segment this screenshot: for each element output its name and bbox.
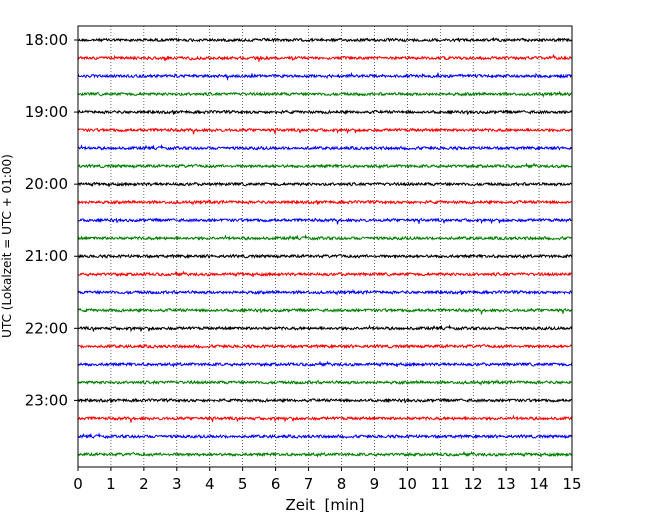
trace-2145: [77, 307, 573, 315]
trace-2000: [77, 181, 573, 187]
y-axis-ticks: 18:00 19:00 20:00 21:00 22:00 23:00: [25, 31, 78, 409]
y-tick-label: 21:00: [25, 247, 68, 265]
x-tick-label: 12: [464, 475, 483, 493]
x-tick-label: 11: [431, 475, 450, 493]
x-tick-label: 5: [238, 475, 248, 493]
trace-2215: [77, 343, 573, 349]
trace-2045: [77, 233, 573, 241]
trace-2100: [77, 253, 573, 260]
seismogram-traces: [77, 37, 573, 458]
x-tick-label: 14: [530, 475, 549, 493]
x-tick-label: 8: [337, 475, 347, 493]
y-tick-label: 20:00: [25, 175, 68, 193]
trace-2130: [77, 288, 573, 296]
x-tick-label: 3: [172, 475, 182, 493]
x-tick-label: 10: [398, 475, 417, 493]
x-axis-ticks: 0 1 2 3 4 5 6 7 8 9 10 11 12 13 14 15: [73, 467, 582, 493]
y-tick-label: 18:00: [25, 31, 68, 49]
trace-2245: [77, 378, 573, 387]
trace-2345: [77, 450, 573, 458]
trace-1800: [77, 37, 573, 44]
trace-2030: [77, 217, 573, 225]
plot-frame: [77, 25, 573, 468]
x-tick-label: 2: [139, 475, 149, 493]
trace-1900: [77, 109, 573, 115]
trace-1815: [77, 54, 573, 62]
y-tick-label: 19:00: [25, 103, 68, 121]
x-tick-label: 6: [271, 475, 281, 493]
trace-2300: [77, 397, 573, 404]
x-tick-label: 1: [106, 475, 116, 493]
trace-1915: [77, 127, 573, 135]
x-tick-label: 4: [205, 475, 215, 493]
trace-1845: [77, 90, 573, 98]
x-tick-label: 0: [73, 475, 83, 493]
x-tick-label: 9: [370, 475, 380, 493]
trace-2230: [77, 360, 573, 368]
trace-1830: [77, 71, 573, 82]
trace-1945: [77, 162, 573, 170]
trace-2330: [77, 432, 573, 440]
trace-2315: [77, 414, 573, 423]
x-tick-label: 15: [562, 475, 581, 493]
x-axis-label: Zeit [min]: [285, 496, 364, 514]
trace-2115: [77, 270, 573, 277]
y-tick-label: 23:00: [25, 391, 68, 409]
y-tick-label: 22:00: [25, 319, 68, 337]
y-axis-label: UTC (Lokalzeit = UTC + 01:00): [0, 154, 14, 338]
x-tick-label: 13: [497, 475, 516, 493]
trace-2200: [77, 324, 573, 333]
x-tick-label: 7: [304, 475, 314, 493]
trace-1930: [77, 143, 573, 151]
trace-2015: [77, 198, 573, 206]
